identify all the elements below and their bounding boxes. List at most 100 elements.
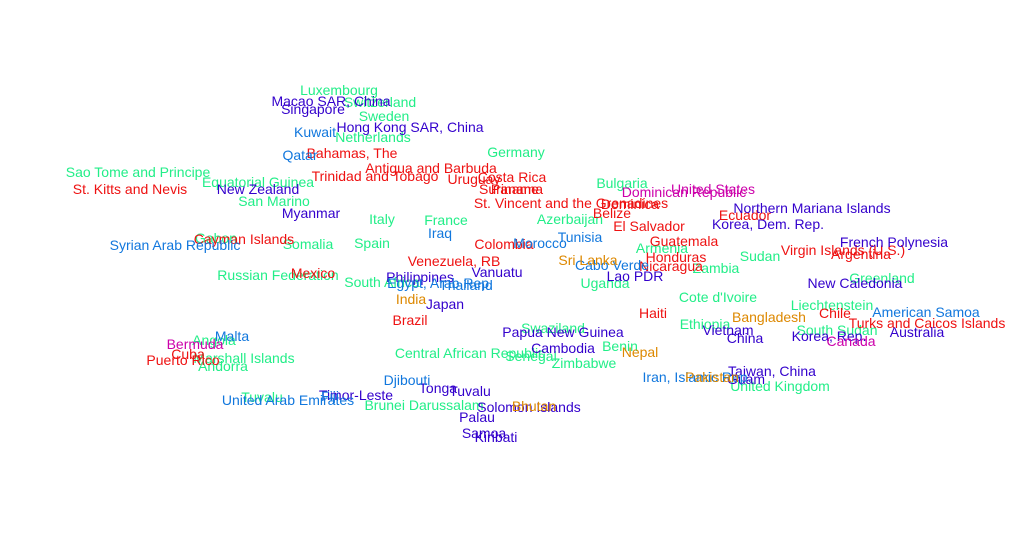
country-label-dominican-republic: Dominican Republic — [622, 184, 747, 200]
country-label-cabo-verde: Cabo Verde — [575, 257, 649, 273]
country-label-singapore: Singapore — [281, 101, 345, 117]
country-label-guam: Guam — [727, 371, 765, 387]
country-label-samoa: Samoa — [462, 425, 507, 441]
country-label-australia: Australia — [890, 324, 945, 340]
country-label-venezuela-rb: Venezuela, RB — [408, 253, 501, 269]
country-label-djibouti: Djibouti — [384, 372, 431, 388]
country-label-haiti: Haiti — [639, 305, 667, 321]
country-label-belize: Belize — [593, 205, 631, 221]
country-label-virgin-islands-u-s: Virgin Islands (U.S.) — [781, 242, 905, 258]
country-label-palau: Palau — [459, 409, 495, 425]
country-label-uruguay: Uruguay — [448, 171, 501, 187]
country-label-nepal: Nepal — [622, 344, 659, 360]
country-label-panama: Panama — [491, 181, 543, 197]
country-label-canada: Canada — [826, 333, 875, 349]
country-label-south-sudan: South Sudan — [797, 322, 878, 338]
country-label-mexico: Mexico — [291, 265, 336, 281]
country-label-kiribati: Kiribati — [475, 429, 518, 445]
country-label-honduras: Honduras — [646, 249, 707, 265]
country-label-equatorial-guinea: Equatorial Guinea — [202, 174, 314, 190]
country-label-bahamas-the: Bahamas, The — [307, 145, 398, 161]
country-label-angola: Angola — [192, 332, 236, 348]
country-label-northern-mariana-islands: Northern Mariana Islands — [733, 200, 890, 216]
country-label-vanuatu: Vanuatu — [471, 264, 522, 280]
country-label-solomon-islands: Solomon Islands — [477, 399, 581, 415]
country-label-greenland: Greenland — [849, 270, 914, 286]
country-label-azerbaijan: Azerbaijan — [537, 211, 603, 227]
country-label-philippines: Philippines — [386, 269, 454, 285]
country-label-bhutan: Bhutan — [512, 398, 556, 414]
country-label-zimbabwe: Zimbabwe — [552, 355, 617, 371]
country-label-san-marino: San Marino — [238, 193, 310, 209]
country-label-swaziland: Swaziland — [521, 320, 585, 336]
country-label-cuba: Cuba — [171, 346, 205, 362]
country-label-spain: Spain — [354, 235, 390, 251]
country-label-st-kitts-and-nevis: St. Kitts and Nevis — [73, 181, 187, 197]
country-label-united-arab-emirates: United Arab Emirates — [222, 392, 354, 408]
country-label-sudan: Sudan — [740, 248, 780, 264]
country-label-japan: Japan — [426, 296, 464, 312]
country-label-china: China — [727, 330, 764, 346]
country-label-netherlands: Netherlands — [335, 129, 411, 145]
country-label-trinidad-and-tobago: Trinidad and Tobago — [312, 168, 439, 184]
country-label-puerto-rico: Puerto Rico — [146, 352, 219, 368]
country-label-st-vincent-and-the-grenadines: St. Vincent and the Grenadines — [474, 195, 668, 211]
country-label-bangladesh: Bangladesh — [732, 309, 806, 325]
country-label-tuvalu: Tuvalu — [241, 389, 283, 405]
country-label-colombia: Colombia — [474, 236, 533, 252]
country-label-macao-sar-china: Macao SAR, China — [271, 93, 390, 109]
country-label-papua-new-guinea: Papua New Guinea — [502, 324, 624, 340]
country-label-brazil: Brazil — [392, 312, 427, 328]
country-label-taiwan-china: Taiwan, China — [728, 363, 816, 379]
country-label-cote-d-ivoire: Cote d'Ivoire — [679, 289, 757, 305]
country-label-kuwait: Kuwait — [294, 124, 336, 140]
country-label-egypt-arab-rep: Egypt, Arab Rep. — [387, 275, 493, 291]
country-label-morocco: Morocco — [513, 235, 567, 251]
country-label-qatar: Qatar — [282, 147, 317, 163]
country-label-new-caledonia: New Caledonia — [808, 275, 903, 291]
country-label-liechtenstein: Liechtenstein — [791, 297, 874, 313]
country-label-benin: Benin — [602, 338, 638, 354]
country-label-luxembourg: Luxembourg — [300, 82, 378, 98]
country-label-gabon: Gabon — [195, 230, 237, 246]
country-label-zambia: Zambia — [693, 260, 740, 276]
country-label-senegal: Senegal — [505, 348, 556, 364]
country-label-ethiopia: Ethiopia — [680, 316, 731, 332]
country-label-costa-rica: Costa Rica — [478, 169, 547, 185]
country-label-nicaragua: Nicaragua — [639, 258, 703, 274]
country-label-ecuador: Ecuador — [719, 207, 771, 223]
country-label-chile: Chile — [819, 305, 851, 321]
country-label-guatemala: Guatemala — [650, 233, 719, 249]
country-label-andorra: Andorra — [198, 358, 248, 374]
country-label-somalia: Somalia — [283, 236, 334, 252]
country-label-myanmar: Myanmar — [282, 205, 341, 221]
country-label-korea-rep: Korea, Rep. — [792, 328, 867, 344]
country-label-tunisia: Tunisia — [558, 229, 603, 245]
country-label-cayman-islands: Cayman Islands — [194, 231, 294, 247]
country-label-french-polynesia: French Polynesia — [840, 234, 948, 250]
country-label-pakistan: Pakistan — [685, 369, 739, 385]
country-label-united-states: United States — [671, 181, 755, 197]
country-label-bulgaria: Bulgaria — [596, 175, 648, 191]
country-label-el-salvador: El Salvador — [613, 218, 685, 234]
country-label-armenia: Armenia — [636, 240, 688, 256]
country-label-sao-tome-and-principe: Sao Tome and Principe — [66, 164, 211, 180]
country-label-new-zealand: New Zealand — [217, 181, 300, 197]
country-label-germany: Germany — [487, 144, 545, 160]
country-label-thailand: Thailand — [439, 277, 493, 293]
country-label-united-kingdom: United Kingdom — [730, 378, 830, 394]
country-label-russian-federation: Russian Federation — [217, 267, 338, 283]
country-label-uganda: Uganda — [580, 275, 629, 291]
country-label-vietnam: Vietnam — [702, 322, 753, 338]
country-label-fiji: Fiji — [321, 388, 339, 404]
country-label-switzerland: Switzerland — [344, 94, 416, 110]
country-label-korea-dem-rep: Korea, Dem. Rep. — [712, 216, 824, 232]
country-label-india: India — [396, 291, 427, 307]
country-label-brunei-darussalam: Brunei Darussalam — [364, 397, 483, 413]
country-label-lao-pdr: Lao PDR — [607, 268, 664, 284]
country-label-cambodia: Cambodia — [531, 340, 595, 356]
country-label-iran-islamic-rep: Iran, Islamic Rep. — [643, 369, 752, 385]
country-label-sweden: Sweden — [359, 108, 410, 124]
country-label-dominica: Dominica — [601, 196, 660, 212]
